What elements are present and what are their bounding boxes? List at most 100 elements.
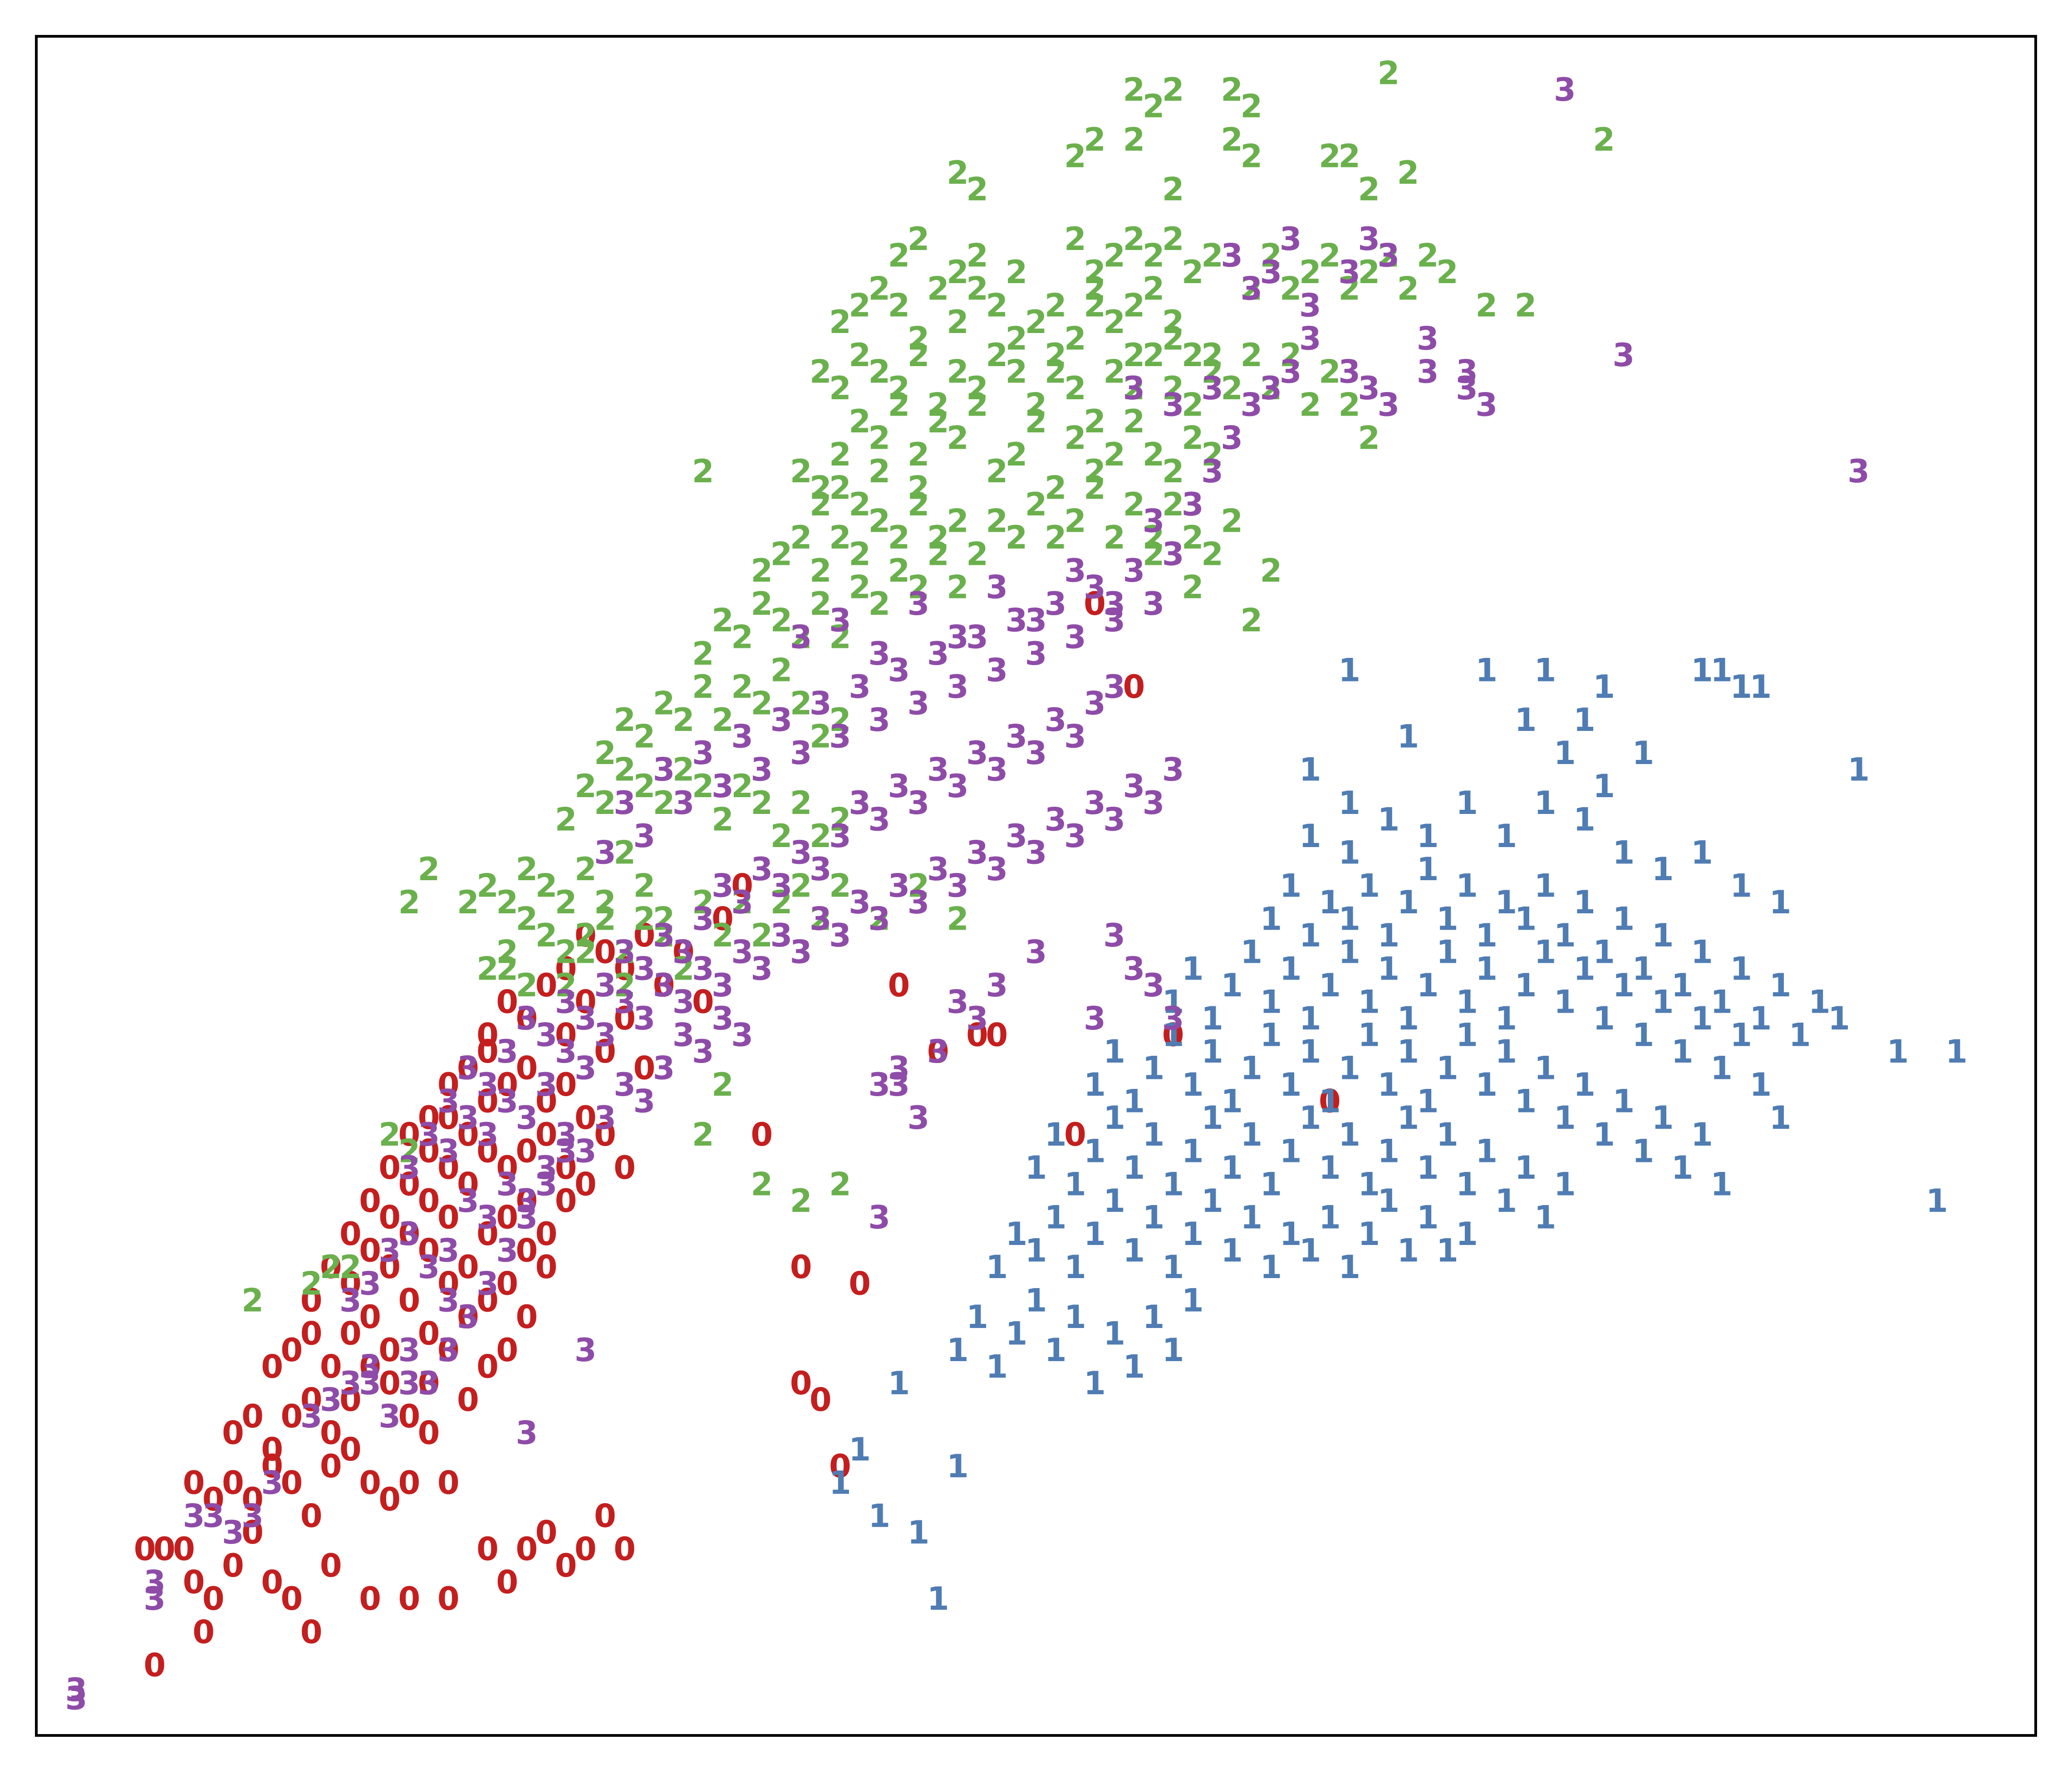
point-0: 0 xyxy=(339,1315,362,1352)
point-0: 0 xyxy=(183,1564,205,1601)
point-3: 3 xyxy=(1201,370,1223,407)
point-0: 0 xyxy=(359,1182,381,1220)
point-2: 2 xyxy=(1025,304,1047,341)
point-0: 0 xyxy=(476,1282,499,1319)
point-1: 1 xyxy=(1299,1000,1321,1037)
point-2: 2 xyxy=(908,469,930,506)
point-3: 3 xyxy=(574,1050,597,1087)
point-3: 3 xyxy=(790,934,812,971)
point-2: 2 xyxy=(829,867,851,905)
point-2: 2 xyxy=(1143,337,1165,374)
point-0: 0 xyxy=(555,1149,577,1186)
point-1: 1 xyxy=(1515,1149,1537,1186)
point-3: 3 xyxy=(594,834,616,871)
point-1: 1 xyxy=(1182,1215,1204,1253)
point-3: 3 xyxy=(241,1497,264,1534)
point-2: 2 xyxy=(712,701,734,739)
point-3: 3 xyxy=(1143,967,1165,1004)
point-3: 3 xyxy=(418,1365,440,1402)
point-1: 1 xyxy=(1240,1116,1262,1153)
point-3: 3 xyxy=(1064,552,1086,589)
point-2: 2 xyxy=(986,502,1008,539)
point-0: 0 xyxy=(173,1531,195,1568)
point-2: 2 xyxy=(927,536,949,573)
point-3: 3 xyxy=(712,1000,734,1037)
point-3: 3 xyxy=(908,685,930,722)
point-3: 3 xyxy=(1084,1000,1106,1037)
point-3: 3 xyxy=(692,901,714,938)
point-3: 3 xyxy=(398,1332,421,1369)
point-1: 1 xyxy=(1554,735,1576,772)
point-2: 2 xyxy=(1162,221,1184,258)
point-1: 1 xyxy=(1945,1033,1968,1070)
point-0: 0 xyxy=(535,1116,558,1153)
point-2: 2 xyxy=(673,950,695,987)
point-2: 2 xyxy=(849,403,871,440)
point-1: 1 xyxy=(1534,784,1556,822)
point-1: 1 xyxy=(1573,950,1596,987)
point-1: 1 xyxy=(1534,1050,1556,1087)
point-0: 0 xyxy=(516,1050,538,1087)
point-2: 2 xyxy=(614,934,636,971)
point-1: 1 xyxy=(1025,1282,1047,1319)
point-1: 1 xyxy=(1221,1149,1243,1186)
point-0: 0 xyxy=(300,1315,323,1352)
point-2: 2 xyxy=(810,718,832,755)
point-1: 1 xyxy=(1378,917,1400,954)
point-2: 2 xyxy=(1221,370,1243,407)
point-3: 3 xyxy=(398,1365,421,1402)
point-0: 0 xyxy=(476,1531,499,1568)
point-3: 3 xyxy=(1417,353,1439,390)
point-0: 0 xyxy=(153,1531,176,1568)
point-2: 2 xyxy=(1201,237,1223,274)
point-1: 1 xyxy=(1338,784,1360,822)
point-0: 0 xyxy=(398,1166,421,1203)
point-0: 0 xyxy=(241,1398,264,1435)
point-1: 1 xyxy=(1064,1166,1086,1203)
point-0: 0 xyxy=(143,1647,166,1684)
point-3: 3 xyxy=(574,1132,597,1170)
point-3: 3 xyxy=(1103,801,1125,838)
point-3: 3 xyxy=(1123,768,1145,805)
point-3: 3 xyxy=(986,851,1008,888)
point-0: 0 xyxy=(359,1464,381,1501)
point-1: 1 xyxy=(1475,652,1498,689)
point-3: 3 xyxy=(1064,718,1086,755)
point-2: 2 xyxy=(555,967,577,1004)
point-1: 1 xyxy=(1710,1050,1733,1087)
point-2: 2 xyxy=(829,618,851,656)
point-3: 3 xyxy=(143,1580,166,1617)
point-2: 2 xyxy=(1319,353,1341,390)
point-1: 1 xyxy=(1162,1249,1184,1286)
point-2: 2 xyxy=(771,818,793,855)
point-3: 3 xyxy=(1084,569,1106,606)
point-1: 1 xyxy=(1573,801,1596,838)
point-2: 2 xyxy=(888,370,910,407)
point-0: 0 xyxy=(437,1265,460,1303)
point-2: 2 xyxy=(300,1265,323,1303)
point-1: 1 xyxy=(1495,818,1517,855)
point-0: 0 xyxy=(476,1083,499,1120)
point-3: 3 xyxy=(1554,71,1576,108)
point-0: 0 xyxy=(986,1016,1008,1054)
point-2: 2 xyxy=(966,270,988,308)
point-0: 0 xyxy=(359,1348,381,1385)
point-2: 2 xyxy=(614,834,636,871)
point-0: 0 xyxy=(418,1365,440,1402)
point-1: 1 xyxy=(1123,1232,1145,1269)
point-2: 2 xyxy=(1201,353,1223,390)
point-1: 1 xyxy=(1338,1249,1360,1286)
point-1: 1 xyxy=(1515,901,1537,938)
point-2: 2 xyxy=(692,668,714,706)
point-1: 1 xyxy=(1103,1315,1125,1352)
point-2: 2 xyxy=(1064,370,1086,407)
point-2: 2 xyxy=(927,270,949,308)
point-2: 2 xyxy=(1064,221,1086,258)
point-2: 2 xyxy=(1182,254,1204,291)
point-2: 2 xyxy=(868,453,890,490)
point-0: 0 xyxy=(339,1382,362,1419)
point-2: 2 xyxy=(1103,436,1125,473)
point-2: 2 xyxy=(1162,71,1184,108)
point-1: 1 xyxy=(1534,934,1556,971)
